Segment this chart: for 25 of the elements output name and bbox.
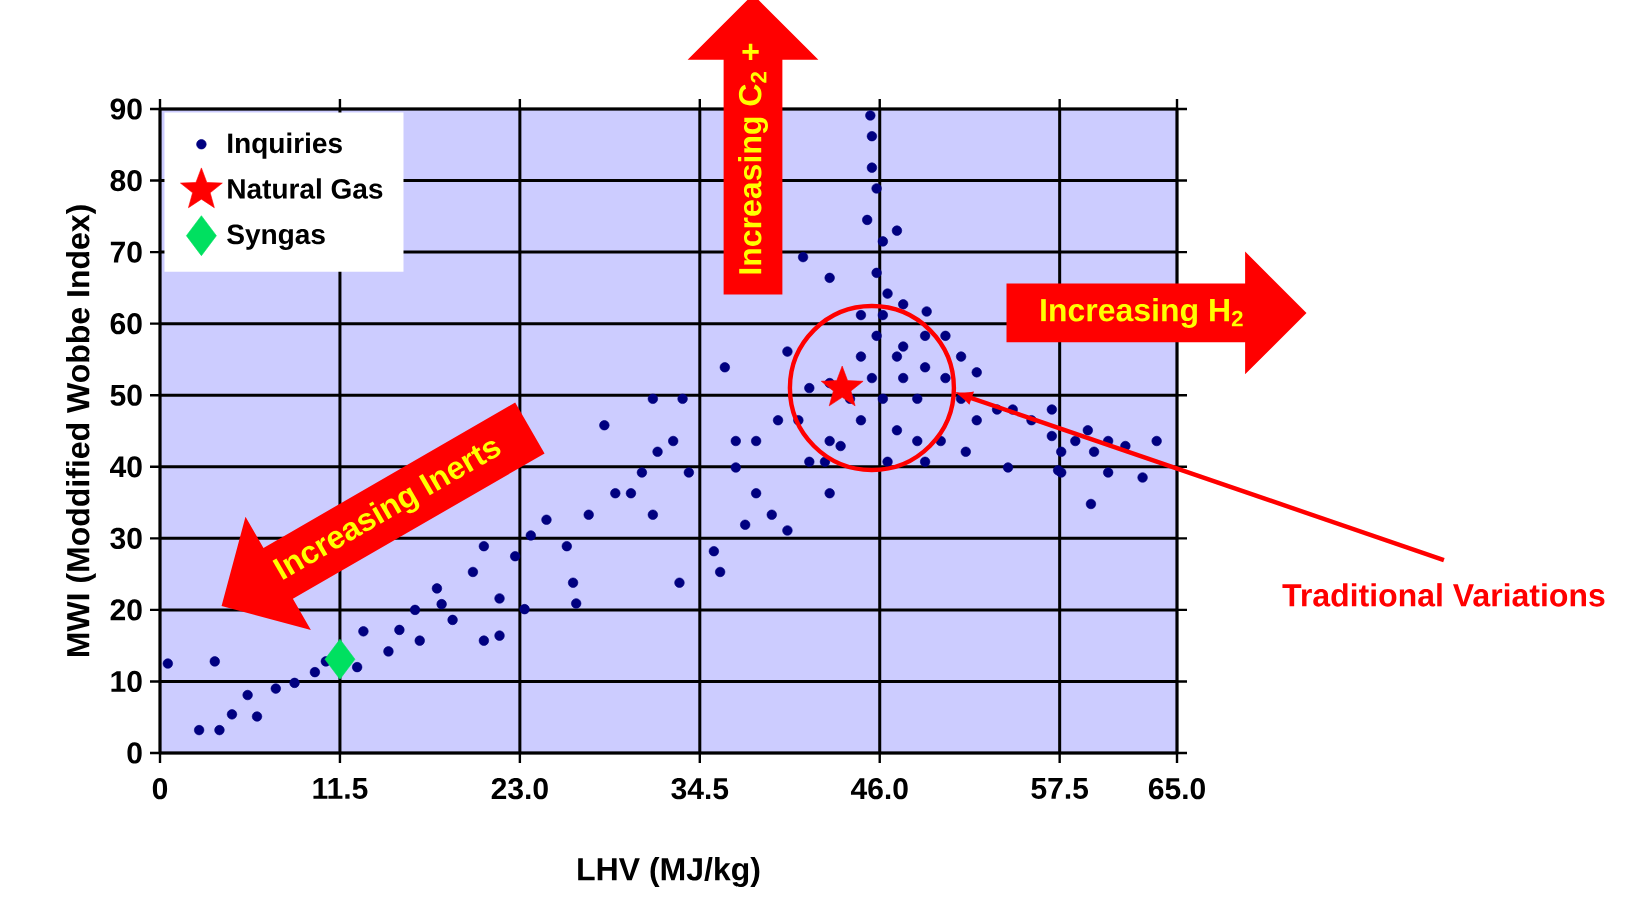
x-tick-label: 34.5 — [671, 778, 729, 800]
y-tick-label: 20 — [110, 599, 142, 621]
y-axis-title: MWI (Moddified Wobbe Index) — [66, 205, 96, 657]
y-tick-label: 30 — [110, 527, 142, 549]
y-tick-label: 70 — [110, 241, 142, 263]
x-tick-label: 11.5 — [313, 778, 368, 799]
y-tick-label: 80 — [110, 169, 142, 192]
y-tick-label: 0 — [127, 742, 142, 764]
x-tick-label: 46.0 — [850, 778, 908, 800]
legend-label: Natural Gas — [228, 178, 383, 199]
x-tick-label: 65.0 — [1148, 778, 1205, 800]
x-tick-label: 57.5 — [1031, 778, 1089, 799]
y-tick-label: 60 — [110, 313, 142, 335]
annotation: Increasing C$_{2}$ + — [738, 43, 768, 274]
legend-label: Inquiries — [228, 132, 342, 159]
annotation: Increasing H$_{2}$ — [1041, 297, 1243, 328]
y-tick-label: 10 — [111, 670, 142, 693]
text: Traditional Variations — [1282, 583, 1605, 607]
x-tick-label: 0 — [152, 778, 168, 800]
y-tick-label: 50 — [110, 384, 142, 406]
x-tick-label: 23.0 — [491, 778, 548, 800]
legend-label: Syngas — [227, 224, 325, 250]
y-tick-label: 90 — [110, 98, 142, 120]
x-axis-title: LHV (MJ/kg) — [578, 857, 760, 888]
y-tick-label: 40 — [110, 456, 142, 478]
